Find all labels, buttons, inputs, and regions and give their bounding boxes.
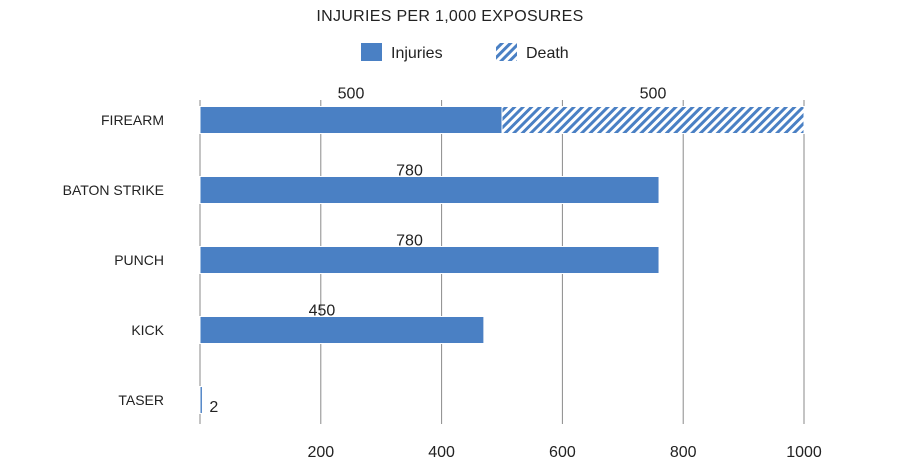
legend-swatch-death (496, 43, 517, 61)
category-label: KICK (131, 322, 164, 338)
bar-injuries-taser (199, 386, 203, 414)
legend-label-injuries: Injuries (391, 45, 443, 62)
bar-injuries-punch (199, 246, 660, 274)
data-label: 450 (309, 303, 336, 320)
chart-title: INJURIES PER 1,000 EXPOSURES (316, 8, 583, 25)
legend-swatch-injuries (361, 43, 382, 61)
bar-injuries-baton-strike (199, 176, 660, 204)
data-label: 780 (396, 163, 423, 180)
category-label: PUNCH (114, 252, 164, 268)
category-label: BATON STRIKE (63, 182, 164, 198)
x-tick-label: 800 (670, 444, 697, 461)
legend: Injuries Death (361, 43, 569, 62)
category-label: TASER (118, 392, 164, 408)
data-label: 2 (209, 399, 218, 416)
x-tick-label: 1000 (786, 444, 822, 461)
bar-injuries-kick (199, 316, 485, 344)
labels: 200 400 600 800 1000 FIREARM 500 500 BATON STRIK… (63, 86, 822, 462)
bar-injuries-firearm (199, 106, 503, 134)
x-tick-label: 200 (307, 444, 334, 461)
bar-death-firearm (501, 106, 805, 134)
data-label: 500 (338, 86, 365, 103)
bars (199, 106, 805, 414)
data-label: 780 (396, 233, 423, 250)
x-tick-label: 600 (549, 444, 576, 461)
legend-label-death: Death (526, 45, 569, 62)
x-tick-label: 400 (428, 444, 455, 461)
category-label: FIREARM (101, 112, 164, 128)
data-label: 500 (640, 86, 667, 103)
